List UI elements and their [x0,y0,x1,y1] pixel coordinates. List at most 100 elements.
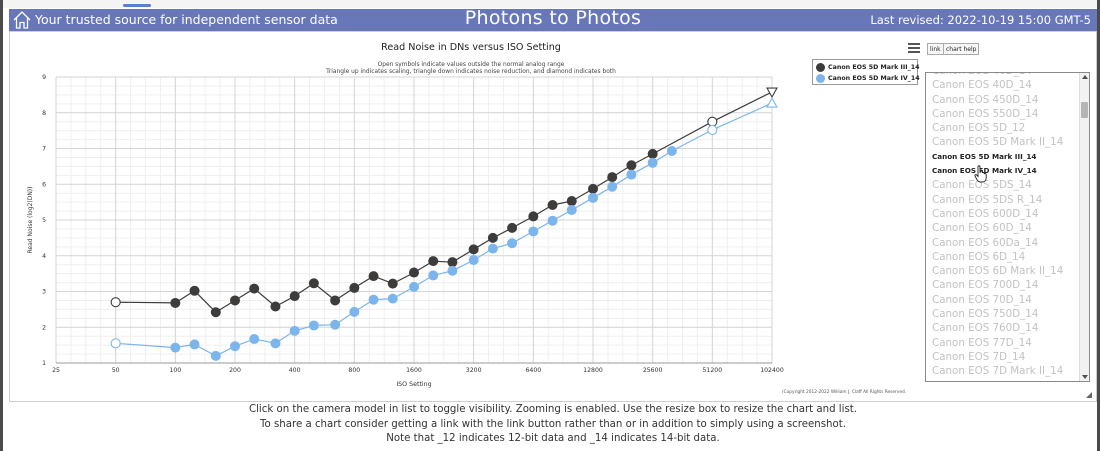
x-tick-label: 50 [112,367,120,374]
camera-list-item[interactable]: Canon EOS 760D_14 [932,322,1039,335]
chart[interactable]: 25 50 100 200 400 800 1600 3200 6400 12800 25600 51… [10,32,1096,401]
x-tick-label: 1600 [406,367,422,374]
data-point [566,204,577,215]
camera-list-item[interactable]: Canon EOS 750D_14 [932,308,1039,321]
camera-list-item[interactable]: Canon EOS 450D_14 [932,93,1039,106]
data-point [409,267,419,278]
list-scrollbar[interactable] [1079,73,1089,381]
y-tick-label: 2 [42,324,46,331]
data-point [626,169,637,180]
data-point [387,278,398,289]
note-line: To share a chart consider getting a link… [260,418,846,430]
data-point [349,306,360,317]
camera-list-item[interactable]: Canon EOS 6D_14 [932,250,1026,263]
camera-list-item[interactable]: Canon EOS 600D_14 [932,207,1039,220]
camera-list-item[interactable]: Canon EOS 7D Mark II_14 [932,365,1064,378]
data-point [270,338,281,349]
data-point [289,325,300,336]
data-point [666,146,677,157]
legend-item-5d-mark-iii[interactable]: Canon EOS 5D Mark III_14 [816,62,919,73]
camera-list-item[interactable]: Canon EOS 5DS_14 [932,179,1032,192]
data-point [607,172,618,183]
camera-list-item[interactable]: Canon EOS 60Da_14 [932,236,1039,249]
data-point [547,199,558,210]
camera-list-item[interactable]: Canon EOS 7D_14 [932,350,1026,363]
camera-list-item[interactable]: Canon EOS 40D_14 [932,79,1032,92]
x-axis-label: ISO Setting [396,381,431,388]
camera-list-item[interactable]: Canon EOS 5D Mark IV_14 [932,166,1037,176]
data-point [249,283,260,294]
x-tick-label: 100 [169,367,181,374]
data-point [647,157,658,168]
x-tick-label: 12800 [583,367,603,374]
link-button[interactable]: link [927,43,944,55]
y-tick-label: 3 [42,289,46,296]
legend-label: Canon EOS 5D Mark IV_14 [828,75,920,82]
x-tick-label: 51200 [702,367,722,374]
camera-list-item[interactable]: Canon EOS 5D Mark III_14 [932,151,1037,161]
scroll-thumb[interactable] [1081,102,1088,118]
data-point [528,226,539,237]
chart-title: Read Noise in DNs versus ISO Setting [381,42,561,53]
data-point [707,124,718,135]
camera-list-item[interactable]: Canon EOS 6D Mark II_14 [932,265,1064,278]
home-icon[interactable] [12,10,32,30]
data-point [308,320,319,331]
data-point [189,339,200,350]
scroll-down-arrow-icon[interactable] [1082,375,1088,379]
camera-list-item[interactable]: Canon EOS 5DS R_14 [932,193,1043,206]
hand-pointer-icon [974,165,987,183]
data-point [170,297,181,308]
camera-list-item[interactable]: Canon EOS 5D Mark II_14 [932,136,1064,149]
camera-list-item[interactable]: Canon EOS 550D_14 [932,107,1039,120]
site-tagline: Your trusted source for independent sens… [35,12,338,27]
data-point [566,196,577,207]
site-header: Your trusted source for independent sens… [9,7,1097,31]
camera-list-item[interactable]: Canon EOS 40D_14 [932,73,1082,78]
camera-list-item[interactable]: Canon EOS 60D_14 [932,222,1032,235]
legend-item-5d-mark-iv[interactable]: Canon EOS 5D Mark IV_14 [816,73,920,84]
camera-list-item[interactable]: Canon EOS 700D_14 [932,279,1039,292]
chart-subtitle: Triangle up indicates scaling, triangle … [325,69,616,75]
data-point [170,342,181,353]
y-tick-label: 7 [42,146,46,153]
y-tick-label: 9 [42,74,46,81]
data-point [368,294,379,305]
y-tick-label: 6 [42,181,46,188]
help-notes: Click on the camera model in list to tog… [9,403,1097,447]
resize-handle-icon[interactable] [1086,392,1092,398]
data-point [230,295,240,306]
chart-menu-icon[interactable] [908,43,920,53]
camera-list-item[interactable]: Canon EOS 77D_14 [932,336,1032,349]
series-line [115,91,773,313]
data-point [110,338,121,349]
data-point [387,293,398,304]
camera-list-item[interactable]: Canon EOS 70D_14 [932,293,1032,306]
data-point [647,148,658,159]
data-point [189,285,200,296]
note-line: Note that _12 indicates 12-bit data and … [386,433,720,445]
x-tick-label: 400 [289,367,301,374]
data-point [210,307,221,318]
scroll-up-arrow-icon[interactable] [1082,75,1088,79]
x-tick-label: 3200 [466,367,482,374]
chart-legend: Canon EOS 5D Mark III_14 Canon EOS 5D Ma… [812,59,920,85]
copyright-text: (Copyright 2012-2022 William J. Claff Al… [782,390,907,395]
legend-marker-icon [816,62,825,72]
chart-help-button[interactable]: chart help [943,43,980,55]
camera-list-item[interactable]: Canon EOS 800D_14 [932,379,1082,381]
data-point [507,222,518,233]
data-point [368,271,379,282]
data-point [707,116,718,127]
x-tick-label: 200 [229,367,241,374]
chart-subtitle: Open symbols indicate values outside the… [378,62,565,68]
data-point [447,265,458,276]
data-point [547,215,558,226]
data-point [626,160,637,171]
data-point [110,297,121,308]
y-axis-label: Read Noise (log2(DN)) [27,187,34,254]
data-point [230,341,240,352]
camera-list-item[interactable]: Canon EOS 5D_12 [932,122,1026,135]
